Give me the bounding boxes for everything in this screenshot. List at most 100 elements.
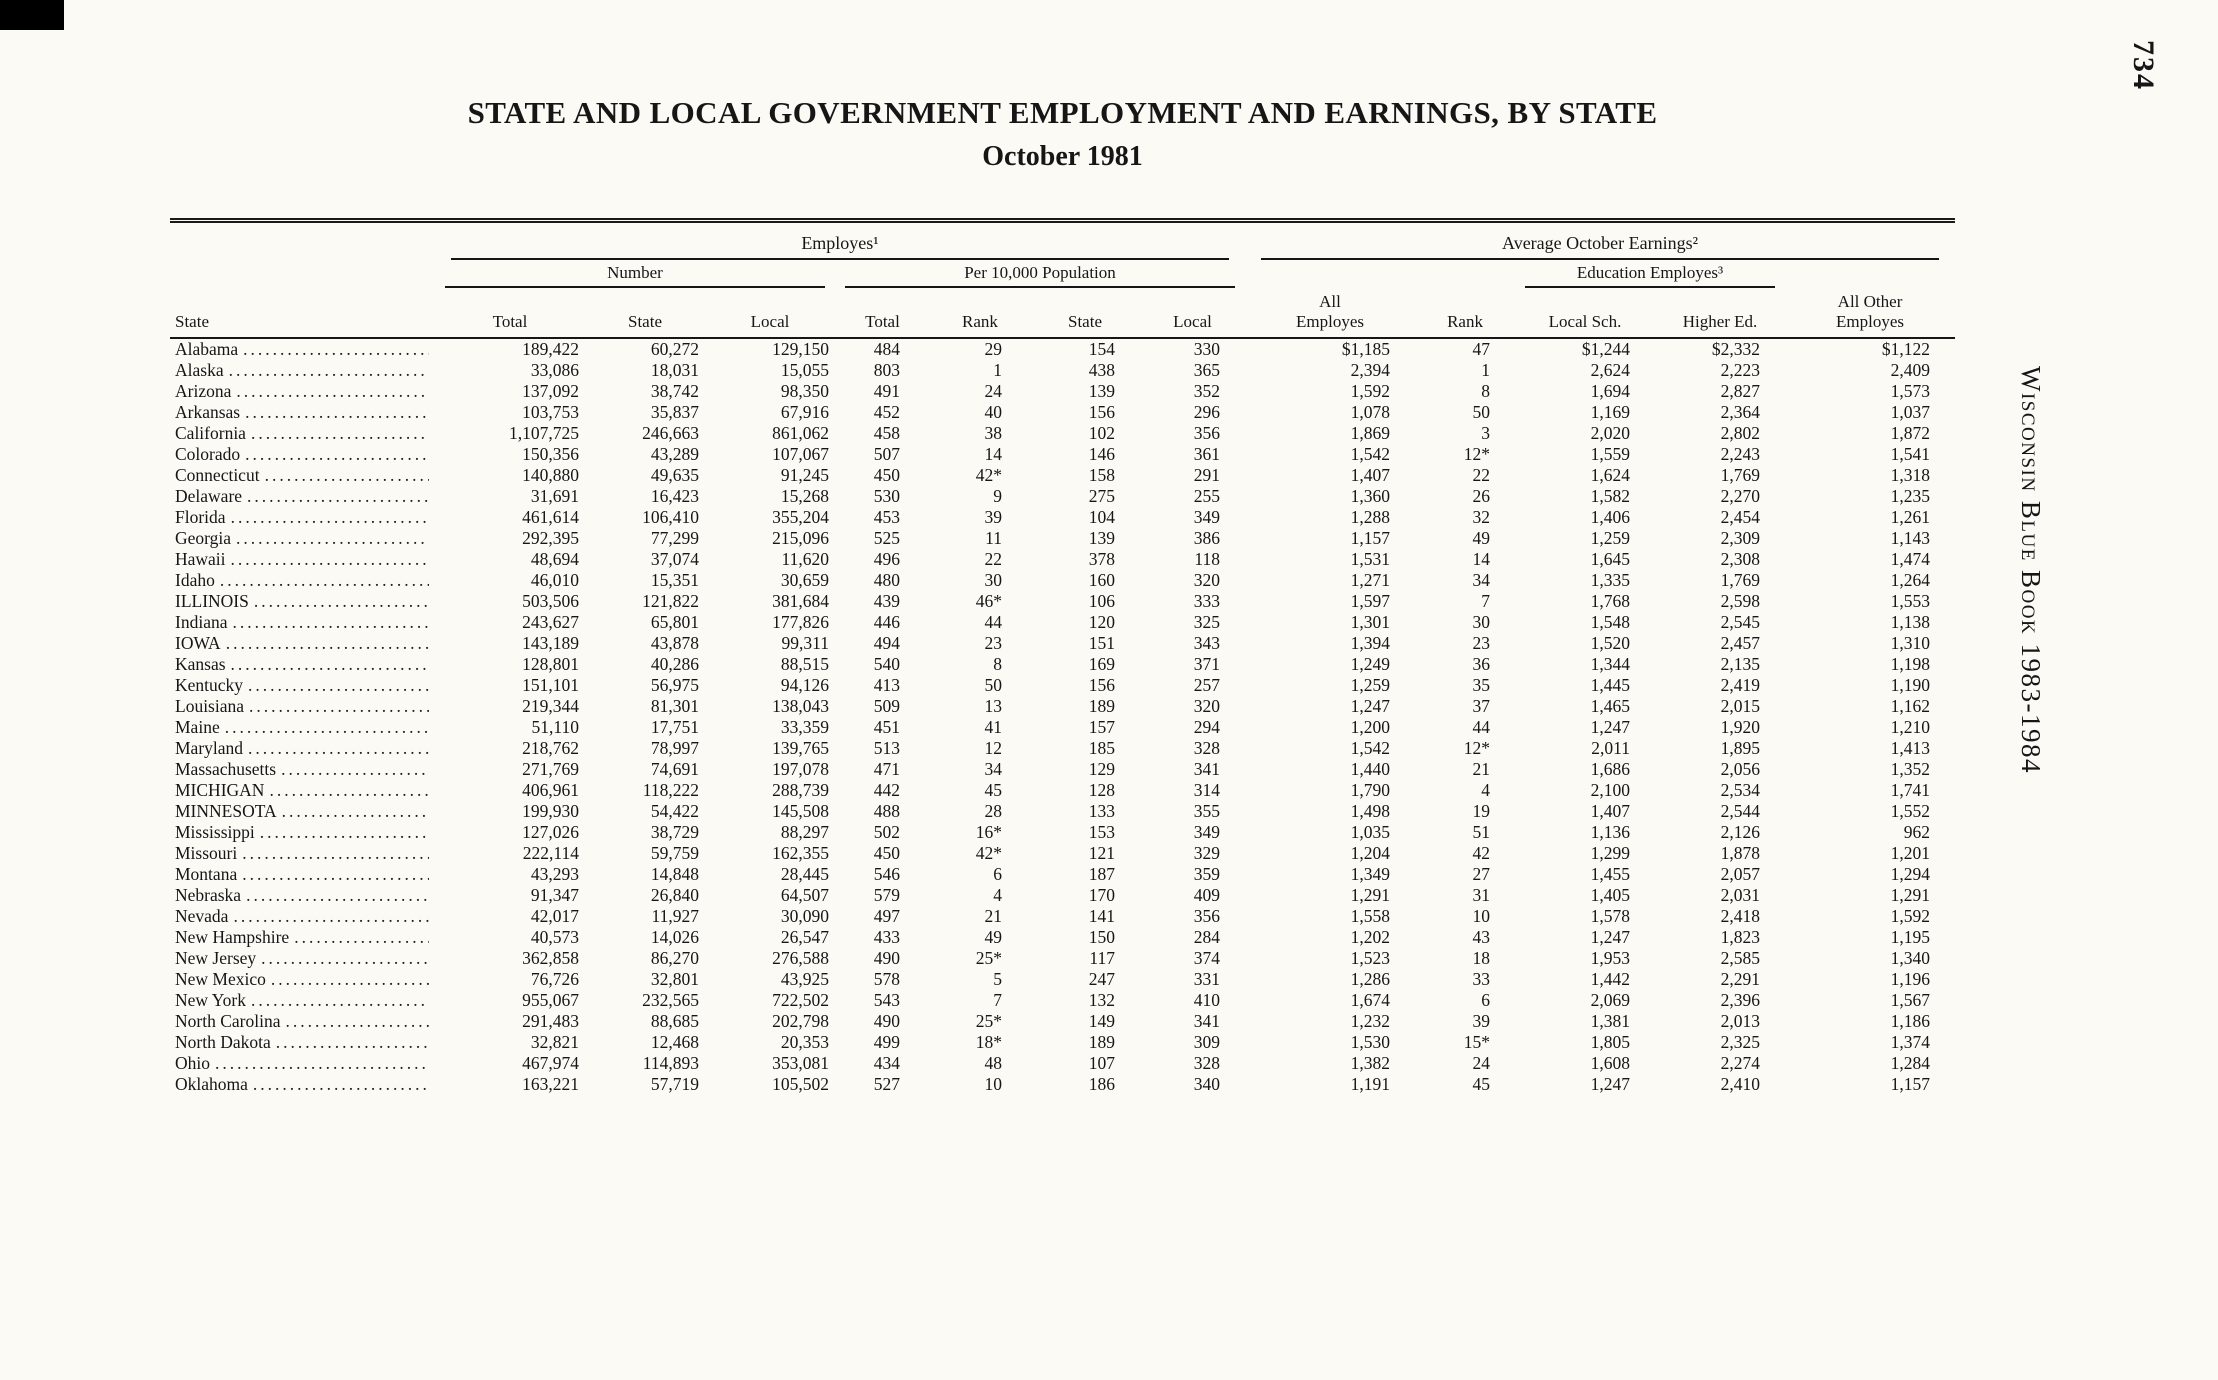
value-cell: 1,407	[1350, 465, 1391, 485]
col-header-per10000-local: Local	[1140, 288, 1246, 339]
value-cell: 1,310	[1890, 633, 1931, 653]
value-cell: 1,138	[1890, 612, 1931, 632]
value-cell: 139	[1088, 381, 1115, 401]
table-row: Kansas 128,801 40,286 88,515 540 8 169 371 1,249…	[170, 654, 1955, 675]
value-cell: 540	[873, 654, 900, 674]
value-cell: 1,247	[1350, 696, 1391, 716]
state-name: Nebraska	[175, 885, 242, 905]
dot-leader	[253, 1074, 429, 1095]
col-header-higher-ed: Higher Ed.	[1655, 288, 1786, 339]
state-name: Idaho	[175, 570, 215, 590]
state-name: Connecticut	[175, 465, 260, 485]
value-cell: 328	[1193, 1053, 1221, 1073]
state-name-cell: Hawaii	[170, 549, 435, 570]
value-cell: 22	[1472, 465, 1491, 485]
state-name-cell: IOWA	[170, 633, 435, 654]
value-cell: 140,880	[522, 465, 579, 485]
value-cell: 43,925	[780, 969, 829, 989]
value-cell: 121	[1088, 843, 1115, 863]
value-cell: 1,542	[1350, 738, 1391, 758]
value-cell: 2,057	[1720, 864, 1761, 884]
value-cell: 1,805	[1590, 1032, 1631, 1052]
value-cell: 329	[1193, 843, 1221, 863]
value-cell: 197,078	[772, 759, 829, 779]
value-cell: 271,769	[522, 759, 579, 779]
value-cell: 1,455	[1590, 864, 1631, 884]
scan-corner-mark	[0, 0, 64, 30]
state-name-cell: Montana	[170, 864, 435, 885]
value-cell: 39	[1472, 1011, 1491, 1031]
table-top-rule	[170, 218, 1955, 223]
value-cell: 1,558	[1350, 906, 1391, 926]
col-header-all-employes: All Employes	[1245, 288, 1416, 339]
table-row: Louisiana 219,344 81,301 138,043 509 13 189 320…	[170, 696, 1955, 717]
value-cell: 11	[985, 528, 1002, 548]
subgroup-header-education: Education Employes³	[1515, 260, 1785, 288]
table-row: Arkansas 103,753 35,837 67,916 452 40 156 296 1,…	[170, 402, 1955, 423]
state-name-cell: Colorado	[170, 444, 435, 465]
value-cell: 177,826	[772, 612, 829, 632]
col-header-all-other-line1: All Other	[1837, 292, 1903, 311]
value-cell: 22	[984, 549, 1003, 569]
value-cell: 1,542	[1350, 444, 1391, 464]
value-cell: 88,297	[780, 822, 829, 842]
value-cell: 26,547	[780, 927, 829, 947]
col-header-number-local: Local	[705, 288, 835, 339]
value-cell: 2,069	[1590, 990, 1631, 1010]
value-cell: 340	[1193, 1074, 1221, 1094]
state-name-cell: North Carolina	[170, 1011, 435, 1032]
value-cell: 88,685	[650, 1011, 699, 1031]
value-cell: 121,822	[642, 591, 699, 611]
value-cell: 33,359	[780, 717, 829, 737]
table-row: MINNESOTA 199,930 54,422 145,508 488 28 133 355…	[170, 801, 1955, 822]
value-cell: 2,031	[1720, 885, 1761, 905]
value-cell: 26	[1472, 486, 1491, 506]
table-row: Mississippi 127,026 38,729 88,297 502 16* 153 3…	[170, 822, 1955, 843]
value-cell: 106,410	[642, 507, 699, 527]
dot-leader	[245, 444, 429, 465]
value-cell: 7	[1481, 591, 1491, 611]
value-cell: 1,413	[1890, 738, 1931, 758]
state-name: North Dakota	[175, 1032, 271, 1052]
value-cell: 105,502	[772, 1074, 829, 1094]
value-cell: 10	[1472, 906, 1491, 926]
value-cell: 74,691	[650, 759, 699, 779]
state-name: ILLINOIS	[175, 591, 249, 611]
value-cell: 42,017	[530, 906, 579, 926]
dot-leader	[269, 780, 429, 801]
state-name-cell: Nebraska	[170, 885, 435, 906]
value-cell: 331	[1193, 969, 1221, 989]
value-cell: 11,927	[651, 906, 699, 926]
value-cell: 1,037	[1890, 402, 1931, 422]
dot-leader	[220, 570, 429, 591]
value-cell: 410	[1193, 990, 1221, 1010]
value-cell: 30,659	[780, 570, 829, 590]
value-cell: 1,349	[1350, 864, 1391, 884]
value-cell: 1,352	[1890, 759, 1931, 779]
state-name-cell: New Mexico	[170, 969, 435, 990]
value-cell: 413	[873, 675, 900, 695]
state-name-cell: Connecticut	[170, 465, 435, 486]
state-name-cell: MICHIGAN	[170, 780, 435, 801]
value-cell: 325	[1193, 612, 1221, 632]
dot-leader	[226, 633, 429, 654]
value-cell: $2,332	[1711, 339, 1761, 359]
value-cell: 32,821	[530, 1032, 579, 1052]
header-block: STATE AND LOCAL GOVERNMENT EMPLOYMENT AN…	[170, 95, 1955, 173]
value-cell: 365	[1193, 360, 1221, 380]
value-cell: 149	[1088, 1011, 1115, 1031]
value-cell: 381,684	[772, 591, 829, 611]
value-cell: 36	[1472, 654, 1491, 674]
value-cell: 386	[1193, 528, 1221, 548]
dot-leader	[281, 759, 429, 780]
value-cell: 2,396	[1720, 990, 1761, 1010]
value-cell: 1,523	[1350, 948, 1391, 968]
value-cell: 18	[1472, 948, 1491, 968]
state-name: Alaska	[175, 360, 224, 380]
value-cell: 59,759	[650, 843, 699, 863]
header-spacer	[170, 260, 435, 288]
value-cell: 1,597	[1350, 591, 1391, 611]
value-cell: 129	[1088, 759, 1115, 779]
value-cell: 1,741	[1890, 780, 1931, 800]
